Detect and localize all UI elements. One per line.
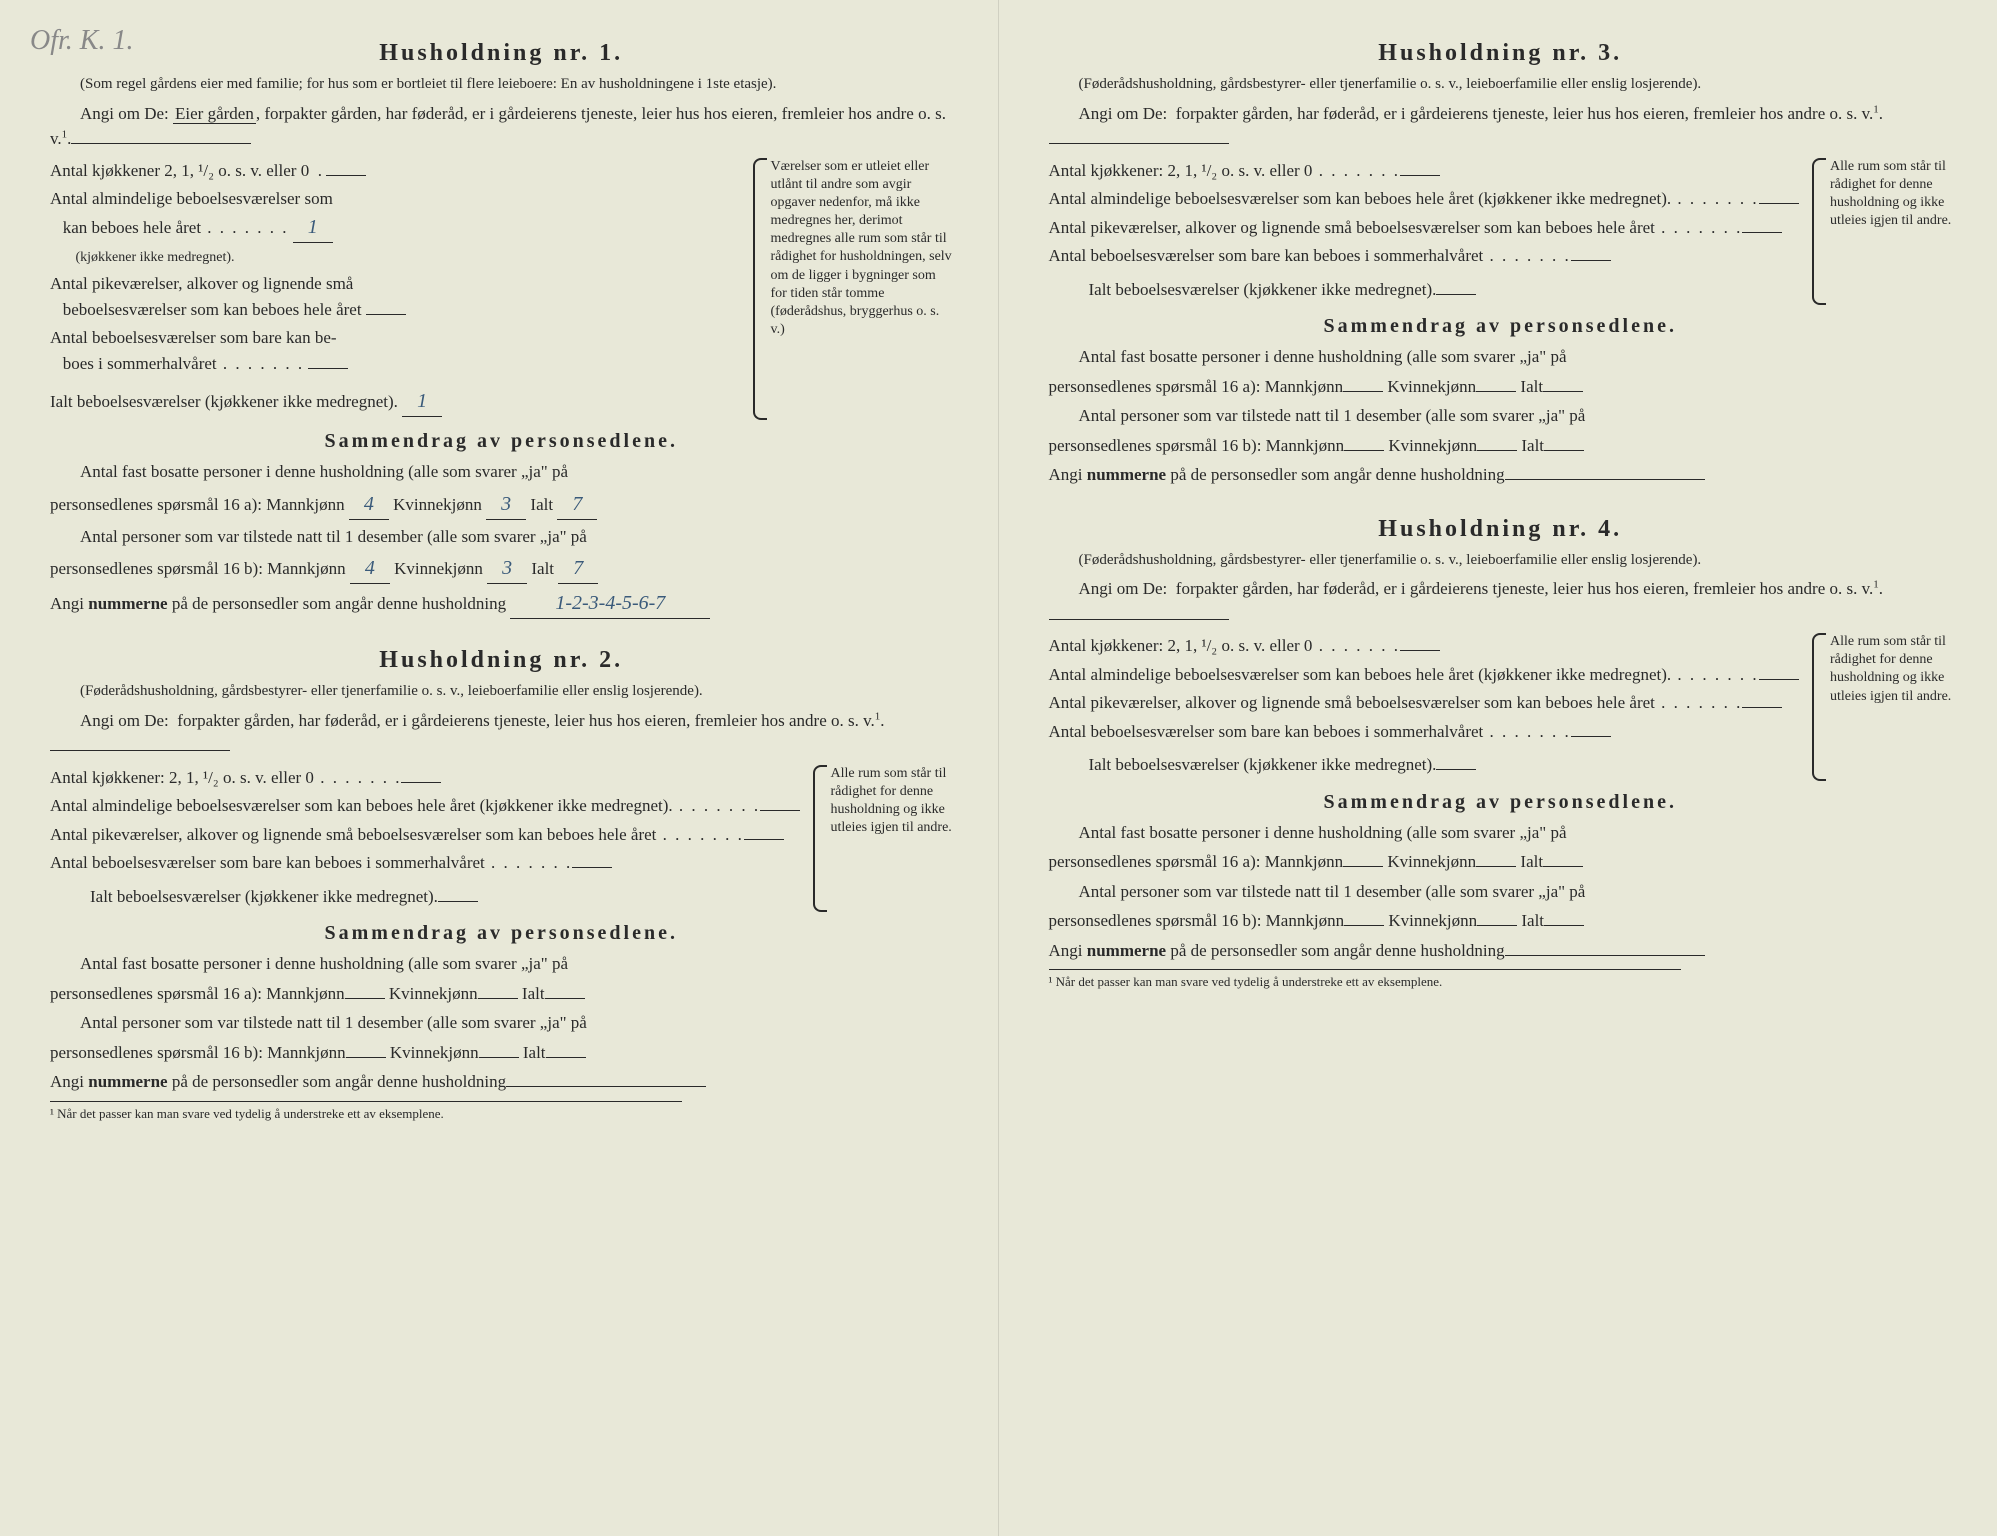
- sum1b-3: personsedlenes spørsmål 16 a): Mannkjønn…: [1049, 374, 1953, 400]
- sum1a-2: Antal fast bosatte personer i denne hush…: [50, 951, 953, 977]
- rooms2-2: Antal pikeværelser, alkover og lignende …: [50, 822, 803, 848]
- household-3-preamble: (Føderådshusholdning, gårdsbestyrer- ell…: [1049, 75, 1953, 95]
- household-1: Husholdning nr. 1. (Som regel gårdens ei…: [50, 40, 953, 619]
- rooms1-3: Antal almindelige beboelsesværelser som …: [1049, 186, 1803, 212]
- household-2-angi: Angi om De: forpakter gården, har føderå…: [50, 708, 953, 759]
- ialt-b: 7: [558, 553, 598, 584]
- total-2: Ialt beboelsesværelser (kjøkkener ikke m…: [50, 884, 803, 910]
- total-3: Ialt beboelsesværelser (kjøkkener ikke m…: [1049, 277, 1803, 303]
- sum2a-3: Antal personer som var tilstede natt til…: [1049, 403, 1953, 429]
- side-note-1: Værelser som er utleiet eller utlånt til…: [753, 158, 953, 421]
- sum1b-4: personsedlenes spørsmål 16 a): Mannkjønn…: [1049, 849, 1953, 875]
- angi-prefix: Angi om De:: [80, 104, 169, 123]
- mk-a: 4: [349, 489, 389, 520]
- household-2: Husholdning nr. 2. (Føderådshusholdning,…: [50, 647, 953, 1122]
- mk-b: 4: [350, 553, 390, 584]
- summary-title-3: Sammendrag av personsedlene.: [1049, 315, 1953, 338]
- summary-title-1: Sammendrag av personsedlene.: [50, 430, 953, 453]
- page-right: Husholdning nr. 3. (Føderådshusholdning,…: [999, 0, 1997, 1536]
- angi-underlined: Eier gården: [173, 104, 256, 124]
- sum2b: personsedlenes spørsmål 16 b): Mannkjønn…: [50, 553, 953, 584]
- summary-title-4: Sammendrag av personsedlene.: [1049, 791, 1953, 814]
- household-4-preamble: (Føderådshusholdning, gårdsbestyrer- ell…: [1049, 551, 1953, 571]
- total-line: Ialt beboelsesværelser (kjøkkener ikke m…: [50, 386, 743, 417]
- rooms1-line: Antal almindelige beboelsesværelser som …: [50, 186, 743, 268]
- pencil-annotation: Ofr. K. 1.: [30, 25, 133, 57]
- rooms3-3: Antal beboelsesværelser som bare kan beb…: [1049, 243, 1803, 269]
- household-1-rooms-block: Antal kjøkkener 2, 1, ¹/₂ o. s. v. eller…: [50, 158, 953, 421]
- angi-num-1: Angi nummerne på de personsedler som ang…: [50, 588, 953, 619]
- household-4: Husholdning nr. 4. (Føderådshusholdning,…: [1049, 516, 1953, 991]
- angi-num-2: Angi nummerne på de personsedler som ang…: [50, 1069, 953, 1095]
- sum1a-3: Antal fast bosatte personer i denne hush…: [1049, 344, 1953, 370]
- sum2b-3: personsedlenes spørsmål 16 b): Mannkjønn…: [1049, 433, 1953, 459]
- rooms2-line: Antal pikeværelser, alkover og lignende …: [50, 271, 743, 322]
- household-4-title: Husholdning nr. 4.: [1049, 516, 1953, 543]
- sum2a-2: Antal personer som var tilstede natt til…: [50, 1010, 953, 1036]
- rooms2-3: Antal pikeværelser, alkover og lignende …: [1049, 215, 1803, 241]
- sum2a-4: Antal personer som var tilstede natt til…: [1049, 879, 1953, 905]
- ialt-a: 7: [557, 489, 597, 520]
- sum1a-4: Antal fast bosatte personer i denne hush…: [1049, 820, 1953, 846]
- household-3-rooms-block: Antal kjøkkener: 2, 1, ¹/₂ o. s. v. elle…: [1049, 158, 1953, 306]
- footnote-left: ¹ Når det passer kan man svare ved tydel…: [50, 1101, 682, 1122]
- kjokken-2: Antal kjøkkener: 2, 1, ¹/₂ o. s. v. elle…: [50, 765, 803, 791]
- sum2a: Antal personer som var tilstede natt til…: [50, 524, 953, 550]
- sum1b-2: personsedlenes spørsmål 16 a): Mannkjønn…: [50, 981, 953, 1007]
- sum1a: Antal fast bosatte personer i denne hush…: [50, 459, 953, 485]
- sum1b: personsedlenes spørsmål 16 a): Mannkjønn…: [50, 489, 953, 520]
- household-1-preamble: (Som regel gårdens eier med familie; for…: [50, 75, 953, 95]
- household-2-title: Husholdning nr. 2.: [50, 647, 953, 674]
- sum2b-2: personsedlenes spørsmål 16 b): Mannkjønn…: [50, 1040, 953, 1066]
- household-4-rooms-block: Antal kjøkkener: 2, 1, ¹/₂ o. s. v. elle…: [1049, 633, 1953, 781]
- total-value: 1: [402, 386, 442, 417]
- summary-title-2: Sammendrag av personsedlene.: [50, 922, 953, 945]
- rooms3-4: Antal beboelsesværelser som bare kan beb…: [1049, 719, 1803, 745]
- side-note-4: Alle rum som står til rådighet for denne…: [1812, 633, 1952, 781]
- page-left: Ofr. K. 1. Husholdning nr. 1. (Som regel…: [0, 0, 999, 1536]
- rooms3-line: Antal beboelsesværelser som bare kan be-…: [50, 325, 743, 376]
- angi-num-4: Angi nummerne på de personsedler som ang…: [1049, 938, 1953, 964]
- kjokken-3: Antal kjøkkener: 2, 1, ¹/₂ o. s. v. elle…: [1049, 158, 1803, 184]
- angi-num-3: Angi nummerne på de personsedler som ang…: [1049, 462, 1953, 488]
- household-1-angi: Angi om De: Eier gården, forpakter gårde…: [50, 101, 953, 152]
- household-4-angi: Angi om De: forpakter gården, har føderå…: [1049, 576, 1953, 627]
- kk-a: 3: [486, 489, 526, 520]
- household-2-preamble: (Føderådshusholdning, gårdsbestyrer- ell…: [50, 682, 953, 702]
- kjokken-line: Antal kjøkkener 2, 1, ¹/₂ o. s. v. eller…: [50, 158, 743, 184]
- rooms1-4: Antal almindelige beboelsesværelser som …: [1049, 662, 1803, 688]
- side-note-3: Alle rum som står til rådighet for denne…: [1812, 158, 1952, 306]
- household-2-rooms-block: Antal kjøkkener: 2, 1, ¹/₂ o. s. v. elle…: [50, 765, 953, 913]
- nums-value: 1-2-3-4-5-6-7: [510, 588, 710, 619]
- side-note-2: Alle rum som står til rådighet for denne…: [813, 765, 953, 913]
- rooms2-4: Antal pikeværelser, alkover og lignende …: [1049, 690, 1803, 716]
- kjokken-4: Antal kjøkkener: 2, 1, ¹/₂ o. s. v. elle…: [1049, 633, 1803, 659]
- sum2b-4: personsedlenes spørsmål 16 b): Mannkjønn…: [1049, 908, 1953, 934]
- household-3: Husholdning nr. 3. (Føderådshusholdning,…: [1049, 40, 1953, 488]
- kk-b: 3: [487, 553, 527, 584]
- rooms1-value: 1: [293, 212, 333, 243]
- rooms1-2: Antal almindelige beboelsesværelser som …: [50, 793, 803, 819]
- household-3-angi: Angi om De: forpakter gården, har føderå…: [1049, 101, 1953, 152]
- household-1-title: Husholdning nr. 1.: [50, 40, 953, 67]
- footnote-right: ¹ Når det passer kan man svare ved tydel…: [1049, 969, 1681, 990]
- total-4: Ialt beboelsesværelser (kjøkkener ikke m…: [1049, 752, 1803, 778]
- household-3-title: Husholdning nr. 3.: [1049, 40, 1953, 67]
- rooms3-2: Antal beboelsesværelser som bare kan beb…: [50, 850, 803, 876]
